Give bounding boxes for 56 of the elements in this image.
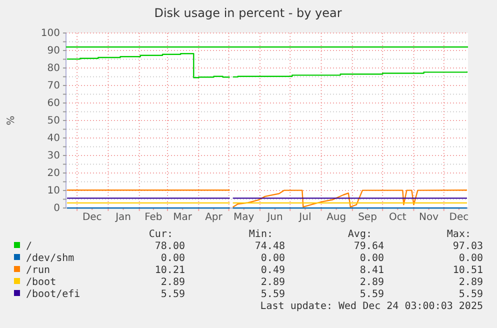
legend-label: /boot/efi [26,289,80,300]
text: Min: [248,229,273,240]
x-tick-label: Oct [389,212,406,223]
text: 2.89 [360,277,384,288]
x-tick-label: Dec [449,212,469,223]
x-tick-label: Dec [82,212,102,223]
text: 0.49 [260,265,285,276]
x-tick-label: Mar [173,212,193,223]
text: 0.00 [360,253,384,264]
y-tick-label: 20 [47,168,60,180]
text: 5.59 [458,289,483,300]
y-tick-label: 60 [47,98,60,110]
text: Last update: Wed Dec 24 03:00:03 2025 [260,301,483,312]
chart-title: Disk usage in percent - by year [154,6,342,20]
x-tick-label: Sep [358,212,377,223]
y-tick-label: 80 [47,63,60,74]
legend-label: / [26,241,32,252]
text: 78.00 [154,241,185,252]
x-tick-label: Jun [266,212,283,223]
y-tick-label: 30 [47,150,60,162]
x-tick-label: Jul [298,212,312,223]
y-tick-label: 40 [47,133,60,144]
x-tick-label: Jan [114,212,131,223]
text: 10.51 [452,265,483,276]
text: 5.59 [360,289,384,300]
text: 5.59 [160,289,185,300]
text: 0.00 [458,253,483,264]
text: 2.89 [160,277,185,288]
y-tick-label: 50 [47,116,60,127]
y-axis-title: % [6,116,17,126]
y-tick-label: 70 [47,80,60,92]
legend-label: /boot [26,277,56,288]
text: 79.64 [354,241,384,252]
y-tick-label: 10 [47,186,60,197]
legend-label: /dev/shm [26,253,74,264]
x-tick-label: Nov [419,212,439,223]
y-tick-label: 100 [40,28,60,40]
text: Cur: [148,229,173,240]
x-tick-label: May [234,212,254,223]
text: 97.03 [452,241,483,252]
text: Avg: [348,229,372,240]
text: 2.89 [260,277,285,288]
text: 2.89 [458,277,483,288]
x-tick-label: Aug [326,212,346,223]
x-tick-label: Feb [144,212,162,223]
text: 0.00 [160,253,185,264]
text: 0.00 [260,253,285,264]
x-tick-label: Apr [205,212,224,223]
y-tick-label: 90 [47,46,60,57]
y-tick-label: 0 [54,203,60,214]
text: 5.59 [260,289,285,300]
text: 8.41 [360,265,384,276]
text: Max: [446,229,471,240]
text: 10.21 [154,265,185,276]
legend-label: /run [26,265,50,276]
text: 74.48 [254,241,285,252]
